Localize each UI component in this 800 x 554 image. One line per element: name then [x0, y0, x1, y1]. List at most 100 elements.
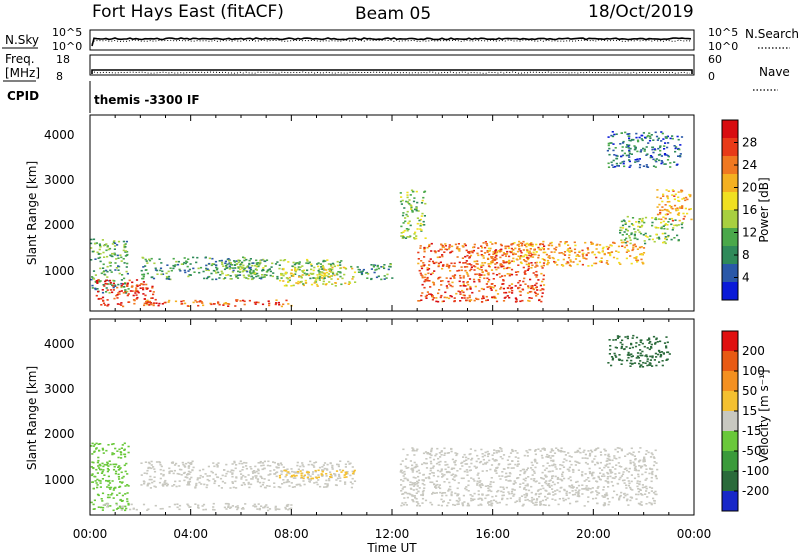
power-cell-2 — [197, 267, 200, 270]
velocity-cell-2 — [175, 485, 178, 488]
velocity-cell-0 — [90, 466, 93, 468]
velocity-cell-3 — [345, 476, 348, 478]
power-cell-8 — [441, 280, 444, 282]
freq-trace — [91, 69, 693, 74]
velocity-cell-0 — [107, 494, 110, 496]
power-cell-10 — [644, 232, 647, 235]
velocity-cell-2 — [159, 463, 162, 466]
velocity-cell-5 — [646, 360, 649, 363]
velocity-cell-3 — [321, 470, 324, 473]
velocity-cell-2 — [211, 471, 214, 474]
power-cell-10 — [664, 236, 667, 238]
power-cell-3 — [234, 267, 237, 269]
velocity-cell-4 — [605, 465, 608, 467]
power-cell-7 — [403, 207, 406, 209]
velocity-cell-4 — [467, 480, 470, 482]
power-cell-12 — [628, 159, 631, 161]
power-cell-12 — [676, 163, 679, 166]
velocity-cell-4 — [563, 477, 566, 480]
power-cell-0 — [111, 243, 114, 245]
power-cell-1 — [132, 294, 135, 297]
power-cell-0 — [99, 260, 102, 263]
velocity-cell-2 — [339, 460, 342, 462]
velocity-cell-0 — [90, 445, 93, 447]
power-cell-9 — [568, 264, 571, 266]
power-cell-0 — [102, 284, 105, 286]
velocity-cell-4 — [465, 463, 469, 465]
power-cell-8 — [453, 300, 456, 302]
velocity-cell-4 — [597, 485, 600, 488]
power-cell-9 — [538, 247, 541, 250]
velocity-cell-4 — [583, 505, 586, 507]
power-cell-8 — [535, 270, 538, 273]
velocity-cell-3 — [329, 476, 332, 478]
velocity-cell-2 — [324, 467, 327, 470]
power-cell-12 — [612, 143, 615, 145]
velocity-cell-4 — [559, 450, 562, 453]
velocity-cell-2 — [290, 468, 293, 470]
power-cell-0 — [112, 253, 115, 255]
velocity-cell-5 — [649, 362, 652, 365]
power-cell-8 — [466, 281, 469, 283]
power-cell-9 — [636, 261, 639, 263]
power-cell-8 — [480, 250, 483, 252]
power-cell-2 — [211, 257, 214, 260]
velocity-cell-4 — [637, 488, 640, 490]
power-cell-12 — [663, 145, 666, 147]
velocity-cell-5 — [620, 345, 623, 348]
power-cell-2 — [145, 260, 148, 262]
velocity-cell-4 — [483, 454, 486, 457]
power-cell-7 — [413, 197, 416, 199]
power-cell-8 — [501, 275, 504, 277]
power-cell-12 — [620, 155, 623, 158]
velocity-cell-4 — [644, 479, 647, 481]
velocity-cell-0 — [102, 506, 105, 509]
velocity-cell-1 — [142, 503, 146, 506]
power-cell-12 — [619, 162, 622, 165]
velocity-cell-0 — [95, 442, 98, 445]
velocity-cell-2 — [288, 472, 291, 475]
power-cell-0 — [95, 242, 98, 244]
power-cell-8 — [445, 265, 448, 267]
velocity-cell-4 — [552, 494, 555, 496]
velocity-cell-0 — [120, 447, 123, 449]
velocity-cell-2 — [232, 486, 235, 489]
velocity-cell-4 — [600, 454, 603, 456]
velocity-cell-4 — [539, 501, 542, 503]
velocity-cell-4 — [538, 493, 541, 495]
power-cell-4 — [330, 271, 333, 273]
power-cell-12 — [654, 159, 657, 162]
power-cell-9 — [633, 257, 636, 259]
velocity-cell-2 — [247, 481, 250, 484]
power-cell-2 — [188, 268, 191, 271]
velocity-cell-1 — [262, 506, 265, 509]
velocity-cell-4 — [615, 457, 618, 460]
power-cell-3 — [307, 262, 310, 265]
velocity-cell-2 — [297, 468, 300, 471]
power-cell-5 — [154, 298, 157, 301]
velocity-cell-4 — [461, 503, 464, 505]
power-cell-1 — [135, 279, 139, 281]
power-cell-12 — [650, 134, 653, 136]
power-cell-8 — [466, 263, 469, 265]
velocity-cell-2 — [158, 461, 161, 463]
velocity-cell-0 — [127, 502, 130, 505]
power-cell-1 — [100, 297, 103, 300]
power-cell-10 — [654, 217, 657, 219]
velocity-cell-1 — [194, 503, 197, 505]
velocity-cell-4 — [457, 482, 460, 484]
velocity-cell-4 — [415, 498, 418, 500]
velocity-cell-0 — [109, 463, 112, 466]
power-cell-0 — [126, 262, 129, 265]
power-cell-8 — [423, 286, 426, 289]
velocity-cell-4 — [447, 490, 450, 492]
velocity-cell-4 — [546, 462, 549, 464]
velocity-colorbar-tick-label: 100 — [742, 364, 765, 378]
velocity-cell-4 — [516, 465, 519, 467]
power-cell-8 — [486, 286, 489, 288]
power-cell-8 — [501, 283, 504, 285]
velocity-cell-4 — [450, 491, 453, 493]
power-cell-12 — [622, 160, 626, 163]
power-cell-12 — [642, 165, 645, 167]
power-cell-0 — [119, 254, 122, 256]
